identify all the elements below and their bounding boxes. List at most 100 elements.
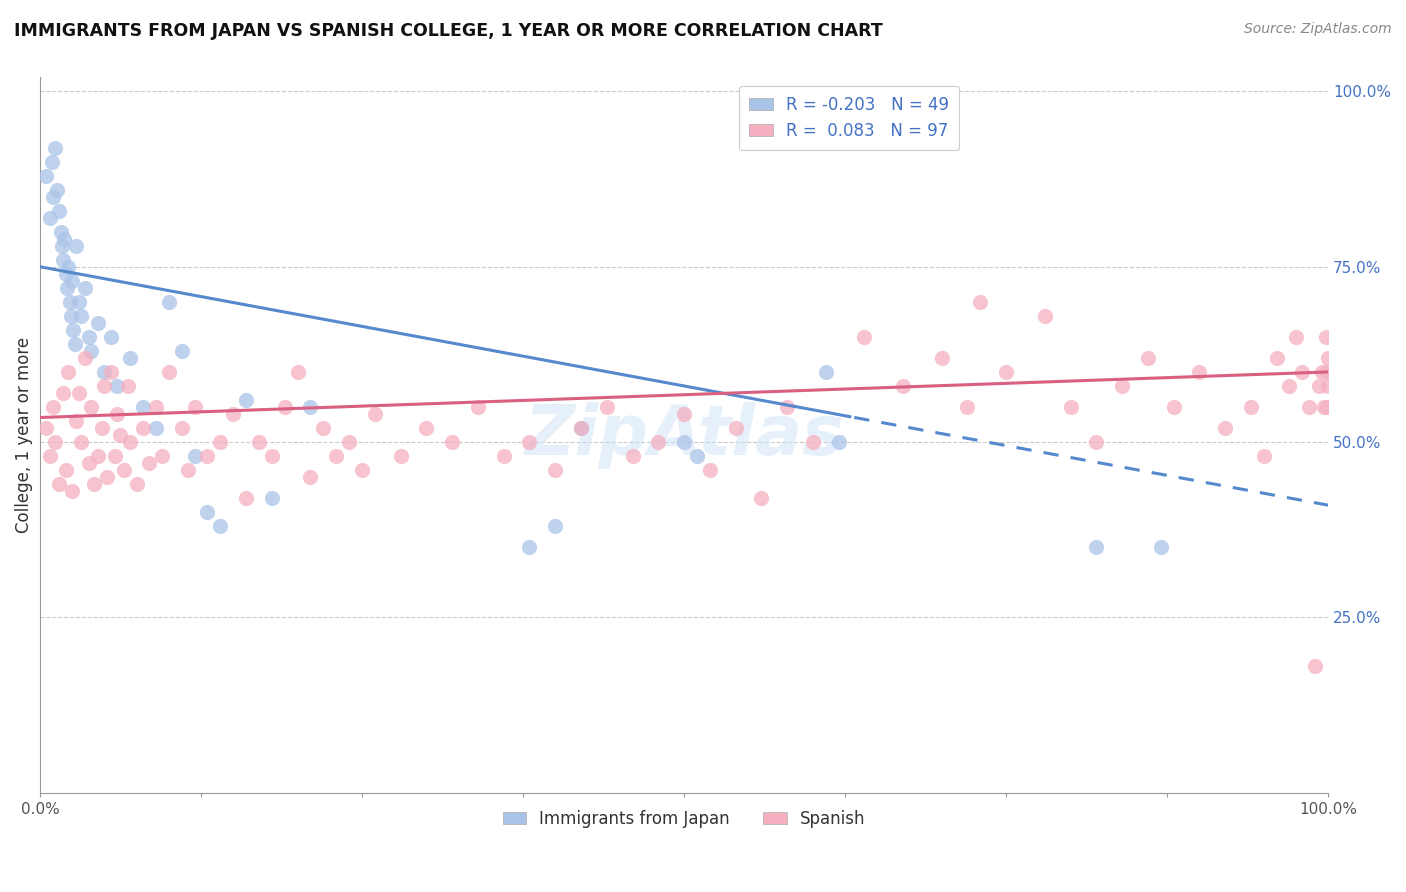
Point [699,463,721,477]
Point [93,365,115,379]
Point [170,421,193,435]
Point [39,449,62,463]
Point [312,421,335,435]
Point [415,421,437,435]
Point [931,351,953,365]
Point [350,463,373,477]
Point [596,400,619,414]
Legend: Immigrants from Japan, Spanish: Immigrants from Japan, Spanish [496,803,872,834]
Point [222,407,245,421]
Point [995,365,1018,379]
Point [70,309,93,323]
Point [544,463,567,477]
Point [56,281,79,295]
Point [138,456,160,470]
Point [104,449,127,463]
Point [1317,379,1340,393]
Point [96,470,118,484]
Point [58,260,80,274]
Point [492,449,515,463]
Point [1316,351,1339,365]
Point [673,407,696,421]
Point [100,365,122,379]
Point [100,330,122,344]
Point [1298,400,1320,414]
Text: IMMIGRANTS FROM JAPAN VS SPANISH COLLEGE, 1 YEAR OR MORE CORRELATION CHART: IMMIGRANTS FROM JAPAN VS SPANISH COLLEGE… [14,22,883,40]
Point [235,392,257,407]
Point [44,140,66,154]
Point [519,435,541,450]
Point [287,365,309,379]
Point [801,435,824,450]
Point [145,421,167,435]
Point [157,294,180,309]
Point [569,421,592,435]
Point [83,477,105,491]
Point [132,421,155,435]
Point [647,435,669,450]
Point [67,386,90,401]
Point [1310,365,1333,379]
Point [73,281,96,295]
Point [1315,330,1337,344]
Point [60,274,83,288]
Y-axis label: College, 1 year or more: College, 1 year or more [15,337,32,533]
Point [299,400,322,414]
Point [42,189,65,203]
Point [1285,330,1308,344]
Point [235,491,257,505]
Point [325,449,347,463]
Point [183,449,205,463]
Point [183,400,205,414]
Point [87,449,110,463]
Point [53,232,76,246]
Point [1278,379,1301,393]
Point [673,435,696,450]
Point [35,421,58,435]
Point [51,238,73,252]
Point [157,365,180,379]
Point [93,379,115,393]
Point [686,449,709,463]
Point [45,183,67,197]
Point [389,449,412,463]
Point [621,449,644,463]
Point [1253,449,1275,463]
Point [77,456,100,470]
Point [827,435,849,450]
Point [35,169,58,183]
Point [44,435,66,450]
Point [1316,400,1339,414]
Point [1033,309,1056,323]
Point [80,400,103,414]
Point [48,477,70,491]
Point [1303,659,1326,673]
Point [60,484,83,499]
Point [891,379,914,393]
Point [337,435,360,450]
Point [63,337,86,351]
Point [749,491,772,505]
Point [1265,351,1288,365]
Point [65,238,87,252]
Point [1188,365,1211,379]
Point [814,365,837,379]
Point [519,540,541,554]
Point [73,351,96,365]
Point [39,211,62,225]
Point [724,421,747,435]
Point [260,449,283,463]
Point [260,491,283,505]
Point [90,421,112,435]
Point [1291,365,1313,379]
Point [48,203,70,218]
Point [569,421,592,435]
Point [969,294,991,309]
Point [55,267,77,281]
Text: Source: ZipAtlas.com: Source: ZipAtlas.com [1244,22,1392,37]
Point [1313,400,1336,414]
Point [1163,400,1185,414]
Point [177,463,200,477]
Point [52,252,75,267]
Point [77,330,100,344]
